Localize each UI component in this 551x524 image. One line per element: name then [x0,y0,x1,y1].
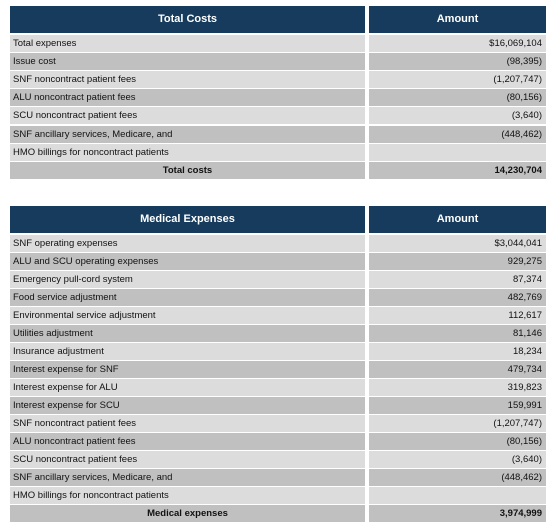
row-amount: (1,207,747) [369,71,546,89]
header-cell: Amount [369,206,546,233]
row-amount: 479,734 [369,361,546,378]
row-amount [369,487,546,504]
header-cell: Amount [369,6,546,33]
row-label: ALU noncontract patient fees [10,89,365,107]
row-amount [369,143,546,161]
row-amount: $16,069,104 [369,35,546,53]
row-label: SNF noncontract patient fees [10,71,365,89]
row-amount: (448,462) [369,469,546,486]
row-amount: (1,207,747) [369,415,546,432]
row-label: SNF noncontract patient fees [10,415,365,432]
row-amount: (80,156) [369,433,546,450]
row-label: Emergency pull-cord system [10,271,365,288]
row-amount: 319,823 [369,379,546,396]
row-amount: (3,640) [369,451,546,468]
row-label: Utilities adjustment [10,325,365,342]
total-amount: 3,974,999 [369,505,546,522]
row-label: Food service adjustment [10,289,365,306]
row-amount: $3,044,041 [369,235,546,252]
header-cell: Medical Expenses [10,206,365,233]
row-label: SCU noncontract patient fees [10,451,365,468]
row-label: Insurance adjustment [10,343,365,360]
total-amount: 14,230,704 [369,161,546,179]
row-label: SNF ancillary services, Medicare, and [10,125,365,143]
row-label: HMO billings for noncontract patients [10,487,365,504]
row-label: Interest expense for SCU [10,397,365,414]
row-amount: 87,374 [369,271,546,288]
row-amount: 159,991 [369,397,546,414]
row-amount: 112,617 [369,307,546,324]
row-label: SCU noncontract patient fees [10,107,365,125]
row-amount: 81,146 [369,325,546,342]
row-label: HMO billings for noncontract patients [10,143,365,161]
row-label: Total expenses [10,35,365,53]
row-amount: (98,395) [369,53,546,71]
row-label: Interest expense for ALU [10,379,365,396]
row-amount: 18,234 [369,343,546,360]
row-amount: (3,640) [369,107,546,125]
row-label: Interest expense for SNF [10,361,365,378]
header-cell: Total Costs [10,6,365,33]
row-label: SNF ancillary services, Medicare, and [10,469,365,486]
row-amount: (448,462) [369,125,546,143]
row-label: Environmental service adjustment [10,307,365,324]
row-amount: 929,275 [369,253,546,270]
total-label: Medical expenses [10,505,365,522]
row-label: ALU and SCU operating expenses [10,253,365,270]
row-label: Issue cost [10,53,365,71]
row-amount: (80,156) [369,89,546,107]
row-label: ALU noncontract patient fees [10,433,365,450]
row-amount: 482,769 [369,289,546,306]
row-label: SNF operating expenses [10,235,365,252]
total-label: Total costs [10,161,365,179]
